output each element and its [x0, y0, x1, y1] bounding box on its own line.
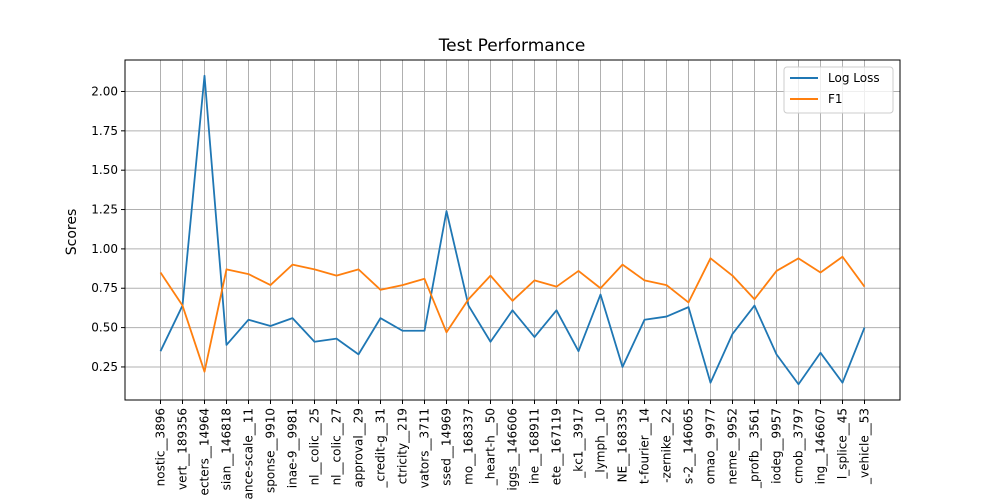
- x-tick-label: inae-9__9981: [286, 408, 300, 488]
- x-tick-label: ecters__14964: [198, 408, 212, 495]
- x-tick-label: _kc1__3917: [572, 408, 586, 479]
- x-tick-label: ete__167119: [550, 408, 564, 485]
- legend: Log Loss F1: [783, 66, 894, 114]
- x-tick-label: vators__3711: [418, 408, 432, 488]
- x-tick-label: vert__189356: [176, 408, 190, 490]
- x-tick-label: _lymph__10: [594, 408, 608, 480]
- x-tick-label: nl__colic__25: [308, 408, 322, 485]
- series-line-log-loss: [159, 74, 866, 386]
- y-tick-label: 1.50: [91, 163, 118, 177]
- x-tick-label: NE__168335: [616, 408, 630, 482]
- x-tick-label: ing__146607: [814, 408, 828, 484]
- x-tick-label: neme__9952: [726, 408, 740, 485]
- x-tick-label: l_splice__45: [836, 408, 850, 479]
- x-tick-label: t-fourier__14: [638, 408, 652, 484]
- x-tick-label: _heart-h__50: [484, 408, 498, 486]
- y-tick-label: 2.00: [91, 84, 118, 98]
- y-axis: 0.25 0.50 0.75 1.00 1.25 1.50 1.75 2.00: [91, 84, 125, 374]
- x-tick-label: mo__168337: [462, 408, 476, 485]
- y-tick-label: 0.75: [91, 281, 118, 295]
- series-line-f1: [159, 255, 866, 373]
- x-tick-label: nostic__3896: [154, 408, 168, 486]
- grid-layer: [125, 60, 900, 400]
- x-tick-label: _credit-g__31: [374, 408, 388, 489]
- x-tick-label: omao__9977: [704, 408, 718, 484]
- legend-label-f1: F1: [828, 92, 843, 106]
- x-tick-label: cmob__3797: [792, 408, 806, 484]
- x-tick-label: _vehicle__53: [858, 408, 872, 485]
- chart-title: Test Performance: [438, 36, 586, 56]
- x-tick-label: approval__29: [352, 408, 366, 488]
- legend-label-log-loss: Log Loss: [828, 71, 880, 85]
- x-tick-label: ssed__14969: [440, 408, 454, 486]
- x-tick-label: iggs__146606: [506, 408, 520, 491]
- y-tick-label: 1.75: [91, 124, 118, 138]
- x-tick-label: ine__168911: [528, 408, 542, 484]
- y-axis-label: Scores: [64, 209, 80, 256]
- x-tick-label: sponse__9910: [264, 408, 278, 493]
- y-tick-label: 1.25: [91, 203, 118, 217]
- x-tick-label: ance-scale__11: [242, 408, 256, 499]
- y-tick-label: 0.50: [91, 321, 118, 335]
- series-layer: [159, 74, 866, 386]
- x-tick-label: sian__146818: [220, 408, 234, 490]
- y-tick-label: 0.25: [91, 360, 118, 374]
- x-tick-label: _profb__3561: [748, 408, 762, 489]
- y-tick-label: 1.00: [91, 242, 118, 256]
- x-tick-label: ctricity__219: [396, 408, 410, 484]
- x-axis: nostic__3896 vert__189356 ecters__14964 sia…: [154, 400, 872, 499]
- x-tick-label: iodeg__9957: [770, 408, 784, 484]
- x-tick-label: s-2__146065: [682, 408, 696, 484]
- x-tick-label: nl__colic__27: [330, 408, 344, 485]
- x-tick-label: -zernike__22: [660, 408, 674, 483]
